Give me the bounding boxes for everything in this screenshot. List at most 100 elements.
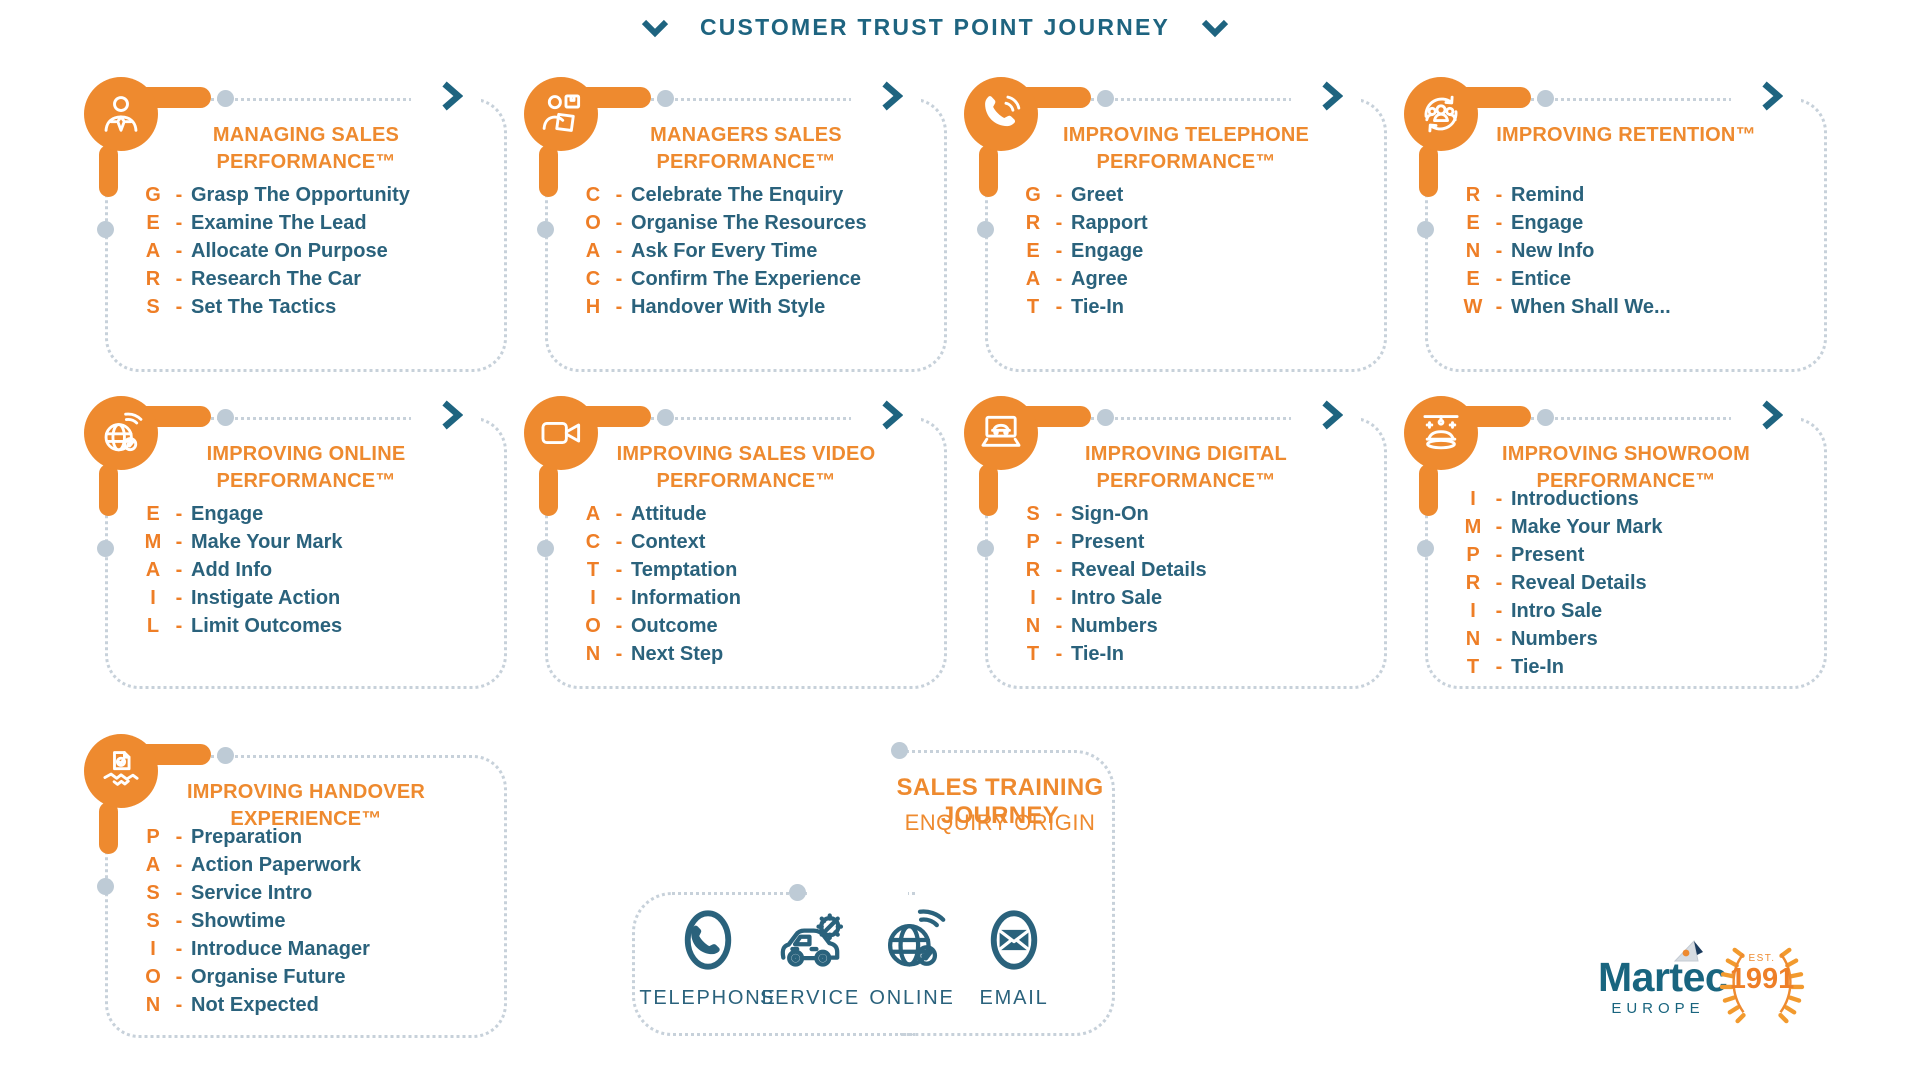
acronym-item: G - Grasp The Opportunity: [139, 181, 507, 209]
dash-separator: -: [1495, 184, 1503, 206]
dash-separator: -: [1055, 268, 1063, 290]
acronym-letter: T: [1466, 656, 1480, 678]
acronym-letter: R: [1465, 572, 1481, 594]
page-title: CUSTOMER TRUST POINT JOURNEY: [699, 14, 1171, 40]
salesperson-icon: [104, 96, 138, 132]
acronym-text: Organise The Resources: [631, 212, 867, 234]
acronym-list: A - Attitude C - Context T - Temptation: [545, 500, 947, 668]
path-dot: [977, 221, 994, 238]
dash-separator: -: [615, 268, 623, 290]
acronym-item: C - Context: [579, 528, 947, 556]
acronym-letter: O: [145, 966, 161, 988]
acronym-item: I - Introduce Manager: [139, 935, 507, 963]
dash-separator: -: [615, 531, 623, 553]
acronym-text: Limit Outcomes: [191, 615, 343, 637]
pin-arm: [539, 145, 558, 197]
acronym-item: E - Entice: [1459, 265, 1827, 293]
globe-wifi-icon: [104, 412, 143, 452]
channel-telephone: TELEPHONE: [639, 908, 775, 1010]
path-dot: [537, 540, 554, 557]
acronym-letter: N: [1025, 615, 1041, 637]
acronym-item: T - Tie-In: [1019, 640, 1387, 668]
dash-separator: -: [1495, 240, 1503, 262]
acronym-text: Confirm The Experience: [631, 268, 862, 290]
acronym-list: G - Grasp The Opportunity E - Examine Th…: [105, 181, 507, 321]
dash-separator: -: [1055, 531, 1063, 553]
acronym-letter: I: [150, 938, 156, 960]
chevron-right-icon: [442, 81, 463, 111]
dash-separator: -: [1495, 296, 1503, 318]
acronym-text: Introduce Manager: [191, 938, 370, 960]
pin-circle: [84, 734, 158, 808]
acronym-text: Entice: [1511, 268, 1572, 290]
acronym-item: O - Outcome: [579, 612, 947, 640]
acronym-letter: N: [1465, 628, 1481, 650]
map-pin: [524, 396, 651, 516]
chevron-backdrop: [851, 409, 921, 425]
acronym-text: Next Step: [631, 643, 724, 665]
acronym-text: Handover With Style: [631, 296, 826, 318]
acronym-item: P - Preparation: [139, 823, 507, 851]
acronym-text: Add Info: [191, 559, 273, 581]
pin-circle: [964, 396, 1038, 470]
card-title: IMPROVING SALES VIDEO PERFORMANCE™: [616, 443, 876, 492]
path-dot: [1097, 409, 1114, 426]
map-pin: [1404, 77, 1531, 197]
chevron-down-icon: [641, 19, 669, 37]
pin-circle: [524, 396, 598, 470]
manager-clipboard-icon: [542, 94, 581, 132]
dash-separator: -: [175, 587, 183, 609]
acronym-item: A - Agree: [1019, 265, 1387, 293]
acronym-item: A - Attitude: [579, 500, 947, 528]
path-dot: [789, 884, 806, 901]
acronym-letter: H: [585, 296, 601, 318]
dash-separator: -: [175, 240, 183, 262]
acronym-item: H - Handover With Style: [579, 293, 947, 321]
acronym-letter: T: [1026, 643, 1040, 665]
path-dot: [1417, 221, 1434, 238]
path-dot: [891, 742, 908, 759]
pin-circle: [964, 77, 1038, 151]
acronym-text: Ask For Every Time: [631, 240, 818, 262]
acronym-item: R - Rapport: [1019, 209, 1387, 237]
acronym-letter: S: [1026, 503, 1040, 525]
acronym-item: I - Intro Sale: [1019, 584, 1387, 612]
card-body: IMPROVING RETENTION™ R - Remind E - Enga…: [1425, 122, 1827, 321]
est-year: 1991: [1729, 963, 1795, 995]
acronym-letter: R: [1025, 559, 1041, 581]
acronym-list: R - Remind E - Engage N - New Info: [1425, 181, 1827, 321]
acronym-text: Context: [631, 531, 706, 553]
acronym-item: M - Make Your Mark: [1459, 513, 1827, 541]
card-body: IMPROVING ONLINE PERFORMANCE™ E - Engage …: [105, 441, 507, 640]
acronym-letter: I: [1470, 600, 1476, 622]
card-body: IMPROVING SHOWROOM PERFORMANCE™ I - Intro…: [1425, 441, 1827, 681]
acronym-item: E - Engage: [139, 500, 507, 528]
chevron-right-icon: [882, 400, 903, 430]
dash-separator: -: [175, 615, 183, 637]
acronym-item: R - Reveal Details: [1019, 556, 1387, 584]
chevron-backdrop: [1731, 409, 1801, 425]
acronym-item: R - Reveal Details: [1459, 569, 1827, 597]
acronym-item: E - Engage: [1459, 209, 1827, 237]
acronym-text: New Info: [1511, 240, 1595, 262]
acronym-item: R - Remind: [1459, 181, 1827, 209]
dash-separator: -: [1495, 516, 1503, 538]
acronym-item: A - Add Info: [139, 556, 507, 584]
chevron-right-icon: [1762, 81, 1783, 111]
acronym-text: Engage: [1071, 240, 1144, 262]
acronym-letter: I: [1030, 587, 1036, 609]
acronym-letter: O: [585, 212, 601, 234]
acronym-letter: R: [1025, 212, 1041, 234]
dash-separator: -: [175, 938, 183, 960]
acronym-text: Examine The Lead: [191, 212, 367, 234]
map-pin: [84, 734, 211, 854]
origin-box-border-right: [900, 750, 1115, 1036]
dash-separator: -: [175, 966, 183, 988]
acronym-text: Engage: [191, 503, 264, 525]
pin-circle: [524, 77, 598, 151]
martec-logo-icon: [1673, 939, 1703, 962]
pin-circle: [1404, 396, 1478, 470]
acronym-item: C - Confirm The Experience: [579, 265, 947, 293]
dash-separator: -: [175, 531, 183, 553]
card-improving-digital-performance: IMPROVING DIGITAL PERFORMANCE™ S - Sign-O…: [964, 396, 1387, 689]
